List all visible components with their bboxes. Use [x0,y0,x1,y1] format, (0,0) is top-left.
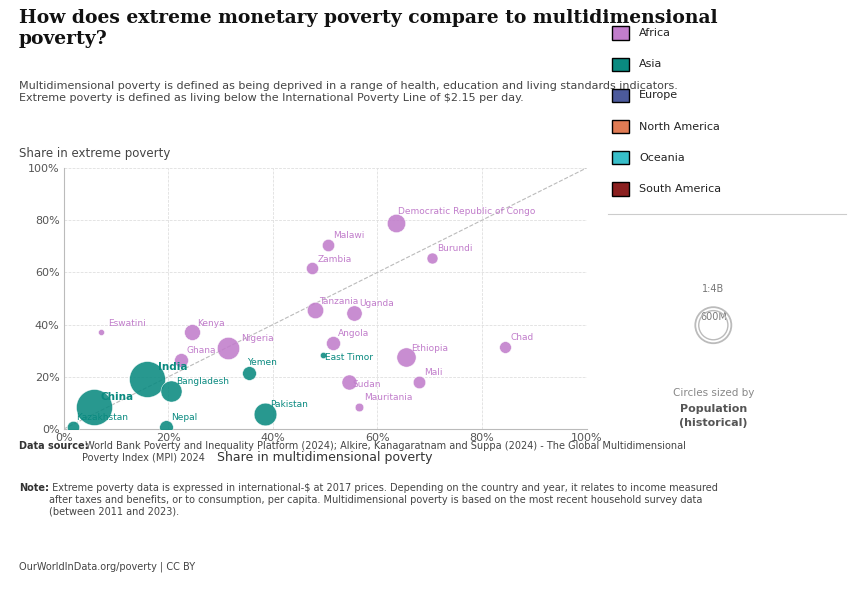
Point [499,342,513,352]
Point [88,403,101,412]
Text: Mauritania: Mauritania [365,393,413,402]
Point [389,218,403,227]
Text: China: China [100,392,133,402]
Point [305,263,319,273]
Text: Share in extreme poverty: Share in extreme poverty [19,147,170,160]
Text: Data source:: Data source: [19,441,88,451]
Point [308,305,321,315]
Text: How does extreme monetary poverty compare to multidimensional
poverty?: How does extreme monetary poverty compar… [19,9,717,49]
Point [315,350,329,359]
Text: Nigeria: Nigeria [241,334,274,343]
Text: Nepal: Nepal [171,413,197,422]
Point [347,308,360,317]
Text: Europe: Europe [639,91,678,100]
Text: OurWorldInData.org/poverty | CC BY: OurWorldInData.org/poverty | CC BY [19,561,195,571]
Point [222,343,235,353]
Text: Oceania: Oceania [639,153,685,163]
Text: 600M: 600M [700,313,727,322]
Text: Mali: Mali [424,368,443,377]
Text: Eswatini: Eswatini [108,319,145,328]
Point [412,377,426,387]
Point [242,368,256,377]
Point [706,320,720,330]
Text: Kenya: Kenya [197,319,224,328]
Text: Extreme poverty is defined as living below the International Poverty Line of $2.: Extreme poverty is defined as living bel… [19,93,524,103]
Text: Tanzania: Tanzania [319,296,358,305]
X-axis label: Share in multidimensional poverty: Share in multidimensional poverty [218,452,433,464]
Text: Bangladesh: Bangladesh [176,377,230,386]
Text: Pakistan: Pakistan [270,400,308,409]
Text: Population: Population [680,404,747,414]
Point [185,328,199,337]
Point [66,422,80,432]
Text: Multidimensional poverty is defined as being deprived in a range of health, educ: Multidimensional poverty is defined as b… [19,81,677,91]
Text: Yemen: Yemen [246,358,276,367]
Text: Malawi: Malawi [333,231,365,240]
Text: Extreme poverty data is expressed in international-$ at 2017 prices. Depending o: Extreme poverty data is expressed in int… [49,483,718,516]
Text: (historical): (historical) [679,418,747,428]
Point [342,377,355,387]
Point [174,355,188,365]
Text: Africa: Africa [639,28,672,38]
Point [258,409,272,419]
Text: Sudan: Sudan [353,380,382,389]
Text: Zambia: Zambia [317,255,352,264]
Text: Note:: Note: [19,483,48,493]
Point [426,253,439,263]
Point [352,402,366,412]
Text: Angola: Angola [338,329,370,338]
Text: India: India [158,362,187,371]
Text: Ghana: Ghana [187,346,216,355]
Text: Ethiopia: Ethiopia [411,344,449,353]
Point [164,386,178,396]
Text: North America: North America [639,122,720,131]
Point [321,240,335,250]
Text: Uganda: Uganda [359,299,394,308]
Text: 1:4B: 1:4B [702,284,724,293]
Text: East Timor: East Timor [325,353,373,362]
Text: Kazakhstan: Kazakhstan [76,413,128,422]
Text: World Bank Poverty and Inequality Platform (2024); Alkire, Kanagaratnam and Supp: World Bank Poverty and Inequality Platfo… [82,441,686,463]
Point [159,422,173,432]
Text: Chad: Chad [511,333,534,342]
Point [400,352,413,362]
Point [706,320,720,330]
Point [140,374,154,384]
Point [326,338,340,347]
Text: Asia: Asia [639,59,663,69]
Text: South America: South America [639,184,722,194]
Text: Democratic Republic of Congo: Democratic Republic of Congo [399,207,536,216]
Point [94,328,108,337]
Text: Our World
in Data: Our World in Data [742,7,809,37]
Text: Circles sized by: Circles sized by [672,388,754,398]
Text: Burundi: Burundi [438,244,473,253]
